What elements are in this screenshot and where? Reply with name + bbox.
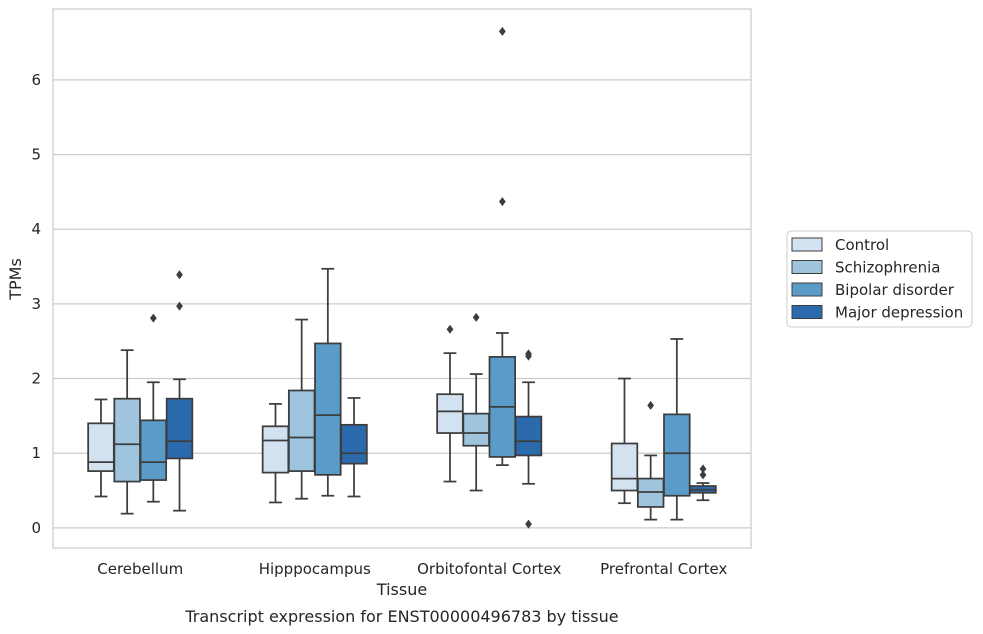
box (610, 442, 639, 492)
x-axis-label: Tissue (376, 580, 427, 599)
x-axis-ticks: Cerebellum Hipppocampus Orbitofontal Corte… (97, 560, 727, 578)
y-tick-label: 3 (31, 295, 41, 313)
x-tick-label: Orbitofontal Cortex (417, 560, 561, 578)
legend: Control Schizophrenia Bipolar disorder Majo… (786, 230, 973, 328)
x-tick-label: Cerebellum (97, 560, 183, 578)
legend-label: Major depression (835, 304, 963, 322)
box (113, 397, 141, 483)
legend-frame (786, 230, 973, 328)
outlier-point (149, 313, 157, 323)
outlier-point (525, 519, 532, 529)
legend-swatch (791, 282, 823, 297)
outlier-point (525, 349, 532, 359)
series-major-depression (165, 270, 717, 529)
outlier-point (176, 301, 183, 311)
outlier-point (699, 470, 707, 480)
legend-label: Schizophrenia (835, 259, 940, 277)
box (139, 419, 168, 481)
chart-caption: Transcript expression for ENST0000049678… (184, 607, 618, 626)
x-tick-label: Prefrontal Cortex (600, 560, 727, 578)
box (314, 342, 342, 476)
box (261, 425, 290, 474)
outlier-point (699, 464, 707, 474)
box (165, 397, 194, 460)
outlier-point (472, 312, 480, 322)
outlier-point (498, 26, 506, 36)
box (340, 423, 368, 465)
y-tick-label: 5 (31, 146, 41, 164)
box (663, 413, 691, 497)
series-control (87, 324, 639, 505)
legend-swatch (791, 305, 823, 319)
outlier-point (446, 324, 454, 334)
legend-label: Control (835, 236, 889, 254)
y-tick-label: 2 (31, 370, 41, 388)
series-bipolar-disorder (139, 26, 691, 521)
outlier-point (647, 400, 655, 410)
y-tick-label: 4 (31, 220, 41, 238)
legend-swatch (791, 260, 823, 274)
x-tick-label: Hipppocampus (259, 560, 371, 578)
y-tick-label: 6 (31, 71, 41, 89)
box (462, 412, 490, 447)
y-tick-label: 0 (31, 519, 41, 537)
outlier-point (176, 270, 183, 280)
legend-label: Bipolar disorder (835, 281, 955, 299)
series-schizophrenia (113, 312, 665, 521)
box (514, 415, 543, 457)
plot-frame (52, 8, 752, 549)
box-series (87, 26, 717, 529)
y-axis-label: TPMs (6, 258, 25, 301)
legend-swatch (791, 237, 823, 252)
box (87, 422, 115, 472)
y-tick-label: 1 (31, 444, 41, 462)
outlier-point (498, 197, 506, 207)
box (287, 389, 316, 472)
y-axis-ticks: 0 1 2 3 4 5 6 (31, 71, 41, 537)
box (436, 393, 464, 434)
